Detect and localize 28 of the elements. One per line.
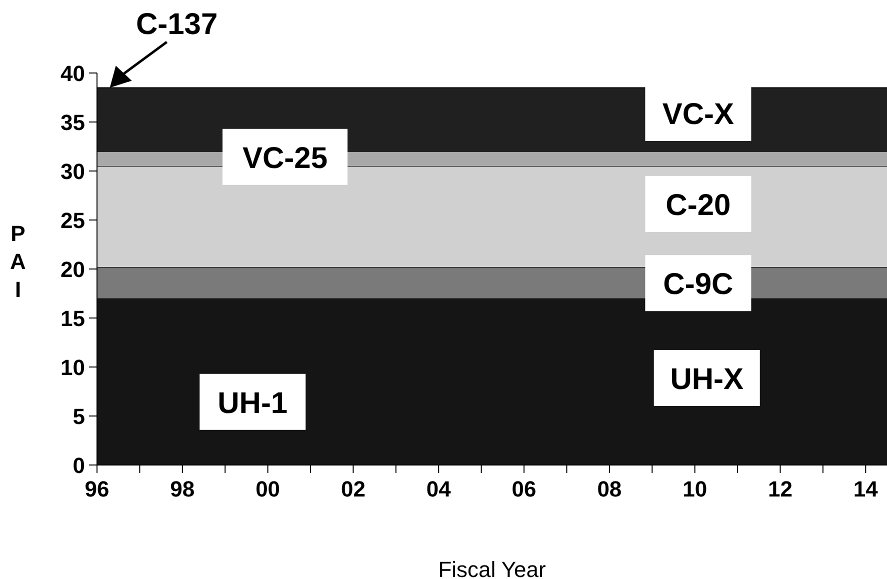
annotation: UH-1 bbox=[218, 386, 288, 420]
y-axis-title: PAI bbox=[10, 221, 26, 302]
y-tick-label: 40 bbox=[60, 60, 85, 86]
y-tick-label: 5 bbox=[72, 404, 85, 429]
x-tick-label: 00 bbox=[256, 476, 280, 502]
x-tick-label: 08 bbox=[597, 476, 622, 502]
x-tick-label: 06 bbox=[512, 476, 536, 502]
y-tick-label: 20 bbox=[60, 256, 85, 282]
x-tick-label: 12 bbox=[768, 476, 792, 502]
annotation: UH-X bbox=[670, 362, 744, 396]
annotation: VC-X bbox=[662, 98, 734, 131]
y-tick-label: 0 bbox=[72, 452, 85, 478]
x-tick-label: 98 bbox=[170, 476, 195, 502]
annotation: C-20 bbox=[666, 188, 731, 222]
x-tick-label: 96 bbox=[84, 476, 110, 502]
y-tick-label: 10 bbox=[60, 354, 85, 380]
x-tick-label: 02 bbox=[340, 476, 366, 502]
y-tick-label: 15 bbox=[60, 306, 85, 331]
x-tick-label: 14 bbox=[853, 476, 879, 502]
annotation: C-9C bbox=[663, 268, 734, 302]
x-tick-label: 10 bbox=[682, 476, 708, 502]
x-tick-label: 04 bbox=[426, 476, 452, 502]
y-tick-label: 35 bbox=[60, 110, 85, 135]
y-tick-label: 30 bbox=[60, 158, 85, 184]
y-tick-label: 25 bbox=[60, 208, 85, 233]
annotation: C-137 bbox=[136, 8, 218, 41]
x-axis-title: Fiscal Year bbox=[438, 557, 546, 579]
annotation: VC-25 bbox=[242, 142, 328, 175]
